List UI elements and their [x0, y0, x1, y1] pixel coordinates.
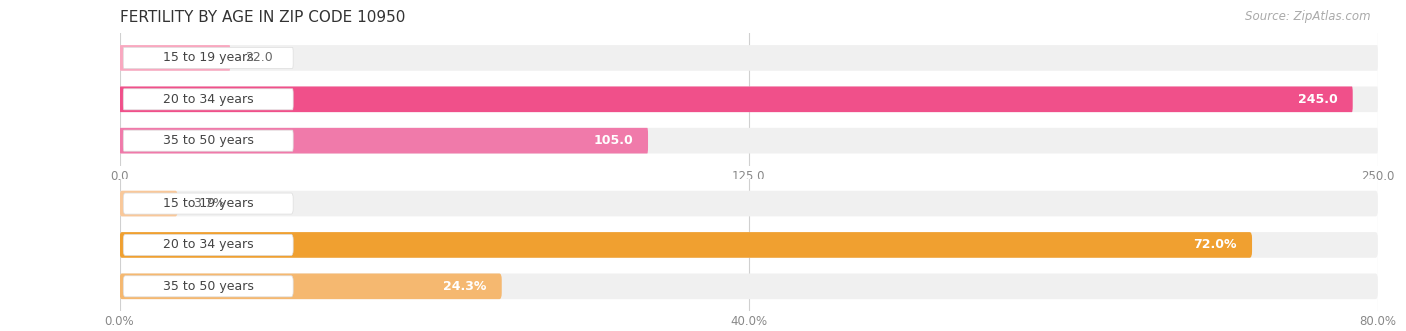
Text: 3.7%: 3.7% [193, 197, 225, 210]
Text: 24.3%: 24.3% [443, 280, 486, 293]
FancyBboxPatch shape [124, 130, 294, 151]
FancyBboxPatch shape [124, 47, 294, 69]
FancyBboxPatch shape [124, 276, 294, 297]
Text: 15 to 19 years: 15 to 19 years [163, 197, 253, 210]
FancyBboxPatch shape [120, 45, 231, 71]
Text: 35 to 50 years: 35 to 50 years [163, 134, 253, 147]
Text: 35 to 50 years: 35 to 50 years [163, 280, 253, 293]
FancyBboxPatch shape [120, 86, 1353, 112]
FancyBboxPatch shape [120, 232, 1378, 258]
FancyBboxPatch shape [120, 128, 1378, 154]
FancyBboxPatch shape [120, 232, 1251, 258]
FancyBboxPatch shape [120, 128, 648, 154]
FancyBboxPatch shape [120, 45, 1378, 71]
FancyBboxPatch shape [120, 191, 1378, 216]
Text: 72.0%: 72.0% [1194, 238, 1237, 252]
Text: 22.0: 22.0 [246, 51, 273, 65]
Text: 20 to 34 years: 20 to 34 years [163, 93, 253, 106]
FancyBboxPatch shape [120, 273, 1378, 299]
Text: Source: ZipAtlas.com: Source: ZipAtlas.com [1246, 10, 1371, 23]
FancyBboxPatch shape [124, 234, 294, 256]
FancyBboxPatch shape [120, 191, 177, 216]
FancyBboxPatch shape [124, 89, 294, 110]
Text: 105.0: 105.0 [593, 134, 633, 147]
Text: 245.0: 245.0 [1298, 93, 1337, 106]
FancyBboxPatch shape [120, 273, 502, 299]
FancyBboxPatch shape [120, 86, 1378, 112]
Text: 15 to 19 years: 15 to 19 years [163, 51, 253, 65]
Text: FERTILITY BY AGE IN ZIP CODE 10950: FERTILITY BY AGE IN ZIP CODE 10950 [120, 10, 405, 25]
Text: 20 to 34 years: 20 to 34 years [163, 238, 253, 252]
FancyBboxPatch shape [124, 193, 294, 214]
